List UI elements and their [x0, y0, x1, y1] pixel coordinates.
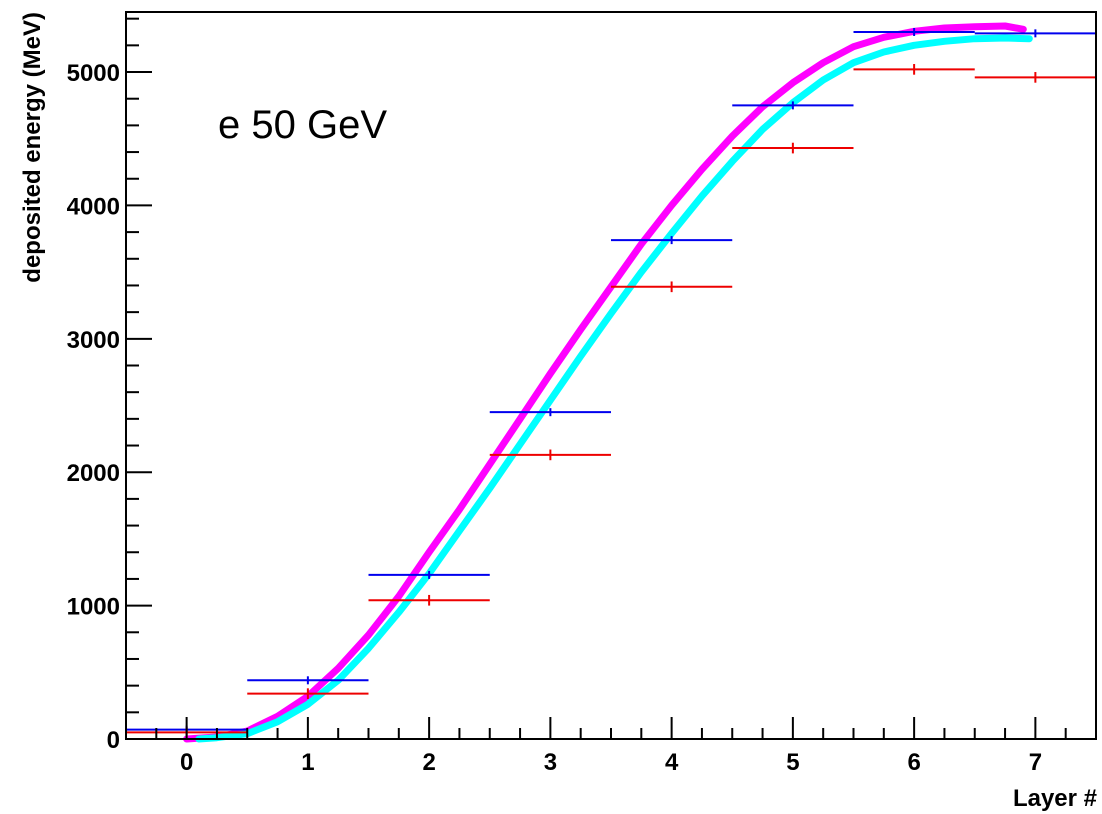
x-tick-label: 5 [786, 749, 799, 776]
y-axis-title: deposited energy (MeV) [19, 12, 46, 283]
y-tick-label: 2000 [67, 460, 120, 487]
errorbar-point-0-2 [368, 570, 490, 579]
x-tick-label: 4 [665, 749, 679, 776]
y-tick-label: 4000 [67, 193, 120, 220]
errorbar-point-1-1 [247, 688, 369, 699]
errorbar-point-0-3 [489, 408, 611, 417]
errorbar-point-1-4 [611, 281, 733, 293]
annotation-label: e 50 GeV [218, 103, 387, 147]
x-tick-label: 3 [544, 749, 557, 776]
errorbar-point-1-3 [489, 449, 611, 461]
errorbar-point-1-2 [368, 594, 490, 606]
x-axis-title: Layer # [1013, 785, 1097, 812]
errorbar-layer [126, 28, 1096, 738]
errorbar-point-1-7 [974, 72, 1096, 83]
y-tick-label: 1000 [67, 594, 120, 621]
errorbar-point-0-6 [853, 28, 975, 37]
y-tick-label: 3000 [67, 327, 120, 354]
curve-line-1 [195, 34, 1033, 743]
x-tick-label: 0 [180, 749, 193, 776]
y-tick-label: 0 [107, 727, 120, 754]
tick-layer: 0 1 2 3 4 5 6 7 0 1000 2000 3000 4000 5000 [67, 17, 1097, 776]
x-tick-label: 7 [1029, 749, 1042, 776]
x-tick-label: 6 [907, 749, 920, 776]
errorbar-point-0-7 [974, 29, 1096, 38]
errorbar-point-0-1 [247, 676, 369, 685]
y-tick-label: 5000 [67, 60, 120, 87]
errorbar-point-0-4 [611, 236, 733, 245]
x-tick-label: 2 [422, 749, 435, 776]
errorbar-point-1-5 [732, 142, 854, 154]
x-tick-label: 1 [301, 749, 314, 776]
errorbar-point-0-5 [732, 101, 854, 110]
errorbar-point-1-6 [853, 64, 975, 75]
